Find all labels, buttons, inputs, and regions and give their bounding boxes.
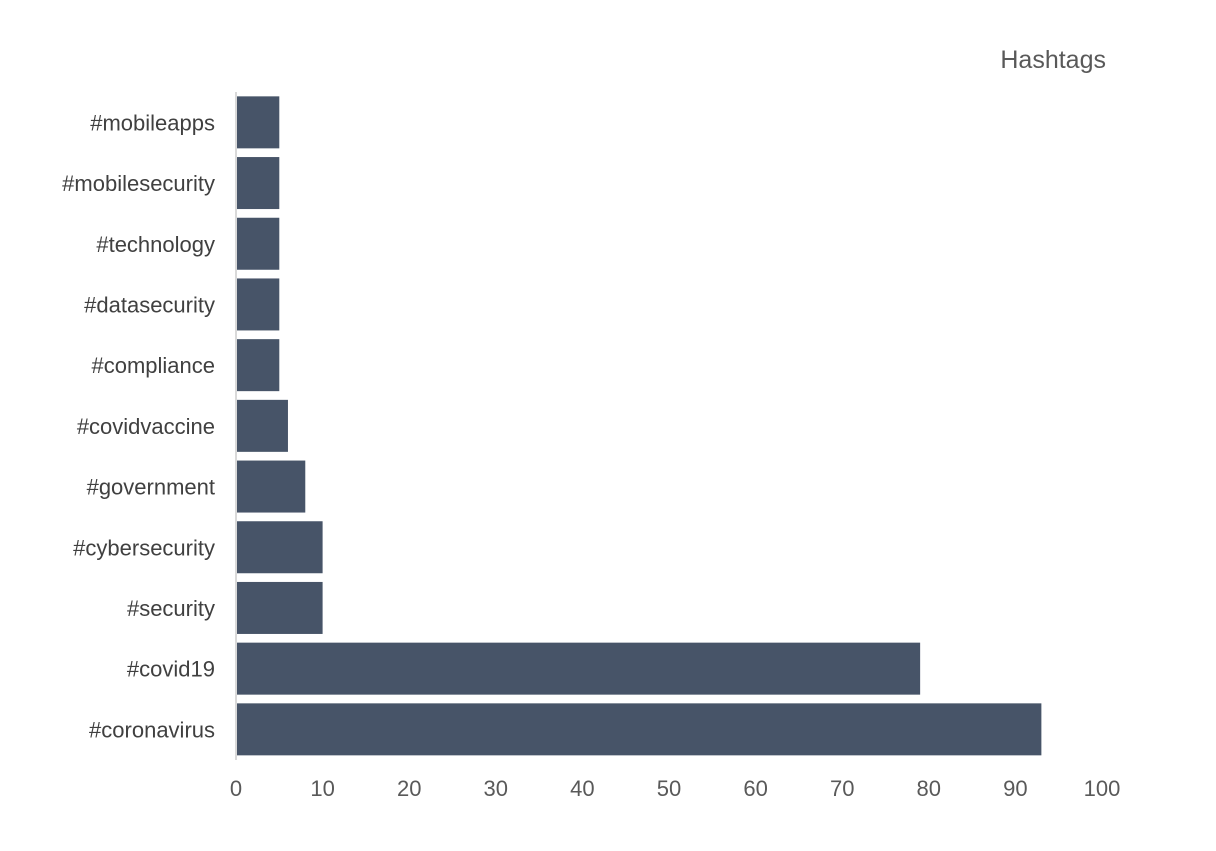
category-label: #technology xyxy=(96,232,215,257)
category-label: #datasecurity xyxy=(84,292,215,317)
x-tick-label: 10 xyxy=(310,776,334,801)
bar xyxy=(236,399,288,452)
bar xyxy=(236,157,280,210)
category-label: #security xyxy=(127,596,215,621)
bar xyxy=(236,642,921,695)
x-tick-label: 100 xyxy=(1084,776,1121,801)
chart-title: Hashtags xyxy=(1000,46,1106,74)
bar xyxy=(236,278,280,331)
x-tick-label: 40 xyxy=(570,776,594,801)
bar xyxy=(236,460,306,513)
bar xyxy=(236,521,323,574)
bar xyxy=(236,703,1042,756)
x-tick-label: 30 xyxy=(484,776,508,801)
category-label: #government xyxy=(87,475,215,500)
category-label: #cybersecurity xyxy=(73,535,215,560)
bar xyxy=(236,96,280,149)
x-tick-labels: 0 10 20 30 40 50 60 70 80 90 100 xyxy=(230,776,1120,801)
category-label: #covid19 xyxy=(127,657,215,682)
category-label: #mobileapps xyxy=(90,110,215,135)
x-tick-label: 0 xyxy=(230,776,242,801)
category-label: #coronavirus xyxy=(89,717,215,742)
x-tick-label: 50 xyxy=(657,776,681,801)
x-tick-label: 70 xyxy=(830,776,854,801)
bars-layer xyxy=(236,96,1042,756)
x-tick-label: 80 xyxy=(917,776,941,801)
bar xyxy=(236,581,323,634)
bar xyxy=(236,217,280,270)
bar xyxy=(236,339,280,392)
x-tick-label: 20 xyxy=(397,776,421,801)
category-labels: #mobileapps #mobilesecurity #technology #da… xyxy=(62,110,215,742)
category-label: #mobilesecurity xyxy=(62,171,215,196)
category-label: #covidvaccine xyxy=(77,414,215,439)
x-tick-label: 90 xyxy=(1003,776,1027,801)
x-tick-label: 60 xyxy=(743,776,767,801)
category-label: #compliance xyxy=(91,353,215,378)
